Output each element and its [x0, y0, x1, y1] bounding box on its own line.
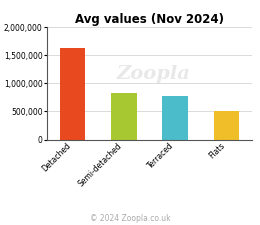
Bar [162, 96, 188, 140]
Bar [214, 111, 239, 140]
Bar [60, 48, 85, 140]
Text: © 2024 Zoopla.co.uk: © 2024 Zoopla.co.uk [90, 214, 170, 223]
Title: Avg values (Nov 2024): Avg values (Nov 2024) [75, 13, 224, 26]
Bar [111, 93, 137, 140]
Text: Zoopla: Zoopla [117, 65, 191, 83]
